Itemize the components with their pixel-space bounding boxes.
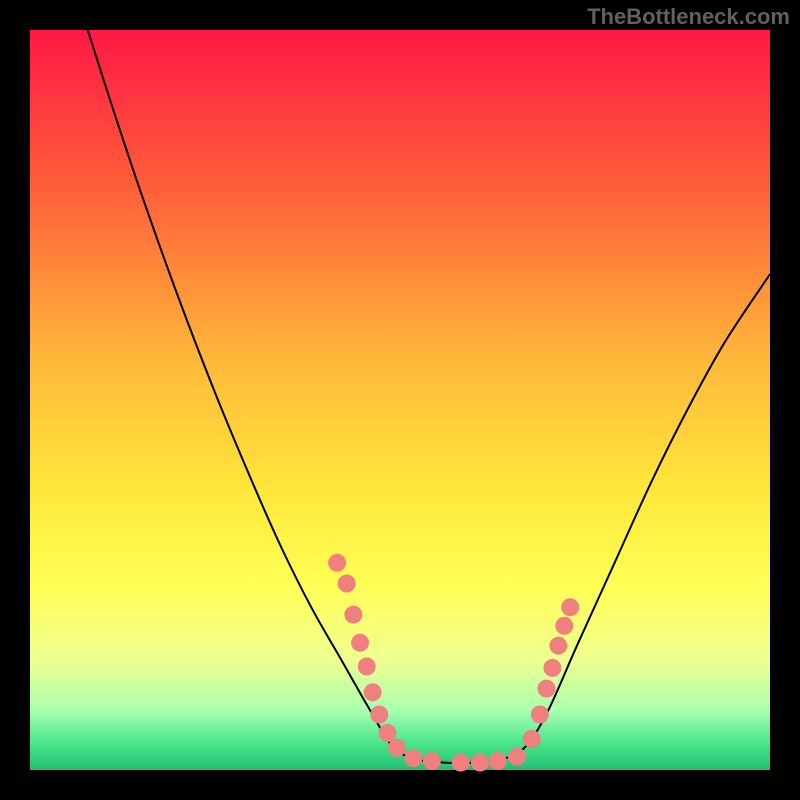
data-marker <box>328 554 346 572</box>
data-marker <box>452 754 470 772</box>
data-marker <box>378 724 396 742</box>
data-marker <box>423 752 441 770</box>
data-marker <box>338 575 356 593</box>
data-marker <box>404 749 422 767</box>
data-marker <box>538 680 556 698</box>
data-marker <box>561 598 579 616</box>
data-marker <box>370 706 388 724</box>
data-marker <box>351 634 369 652</box>
data-marker <box>549 637 567 655</box>
watermark-text: TheBottleneck.com <box>587 4 790 30</box>
bottleneck-chart <box>0 0 800 800</box>
data-marker <box>543 659 561 677</box>
chart-container: TheBottleneck.com <box>0 0 800 800</box>
data-marker <box>471 754 489 772</box>
data-marker <box>358 657 376 675</box>
data-marker <box>489 752 507 770</box>
data-marker <box>523 730 541 748</box>
data-marker <box>508 748 526 766</box>
data-marker <box>344 606 362 624</box>
data-marker <box>364 683 382 701</box>
data-marker <box>555 617 573 635</box>
data-marker <box>388 739 406 757</box>
data-marker <box>531 706 549 724</box>
plot-background <box>30 30 770 770</box>
